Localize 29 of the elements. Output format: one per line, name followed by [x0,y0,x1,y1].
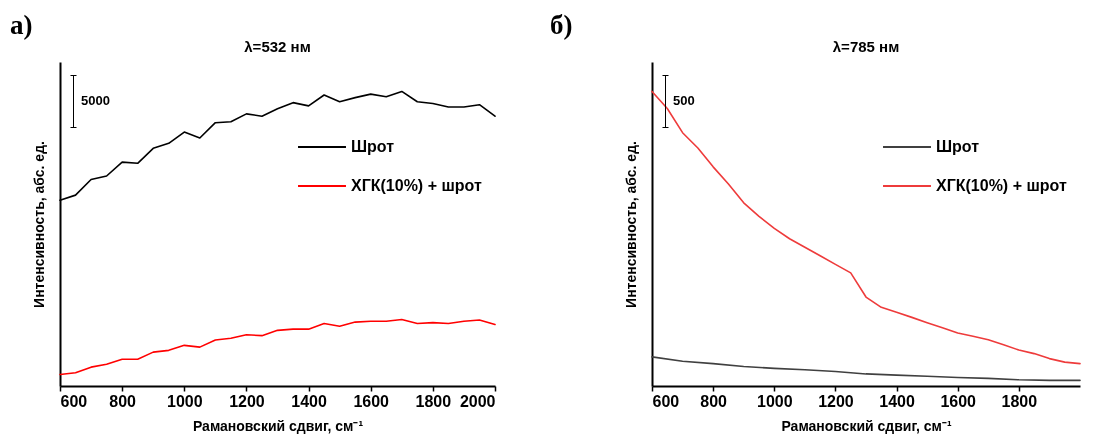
annotation: 500 [673,93,695,108]
y-axis-title: Интенсивность, абс. ед. [622,141,639,308]
text: а) [10,10,33,41]
x-tick-label: 1600 [353,392,390,410]
text: б) [550,10,573,41]
legend-label: ХГК(10%) + шрот [936,177,1067,194]
y-axis-title: Интенсивность, абс. ед. [30,141,47,308]
x-tick-label: 600 [60,392,88,410]
x-tick-label: 2000 [459,392,496,410]
chart-title: λ=532 нм [244,38,311,55]
annotation: 5000 [81,93,110,108]
chart-title: λ=785 нм [832,38,900,55]
x-tick-label: 1800 [415,392,452,410]
x-tick-label: 1200 [229,392,265,410]
x-tick-label: 1600 [940,392,977,410]
x-tick-label: 1400 [291,392,327,410]
legend-label: Шрот [351,138,395,155]
x-axis-title: Рамановский сдвиг, см⁻¹ [192,417,364,434]
x-tick-label: 1400 [879,392,915,410]
x-tick-label: 600 [652,392,680,410]
x-tick-label: 1800 [1001,392,1038,410]
legend-label: Шрот [936,138,980,155]
legend-label: ХГК(10%) + шрот [351,177,482,194]
x-tick-label: 1000 [756,392,793,410]
x-tick-label: 1200 [818,392,854,410]
x-tick-label: 1000 [166,392,203,410]
x-axis-title: Рамановский сдвиг, см⁻¹ [781,417,952,434]
x-tick-label: 800 [700,392,728,410]
x-tick-label: 800 [109,392,137,410]
